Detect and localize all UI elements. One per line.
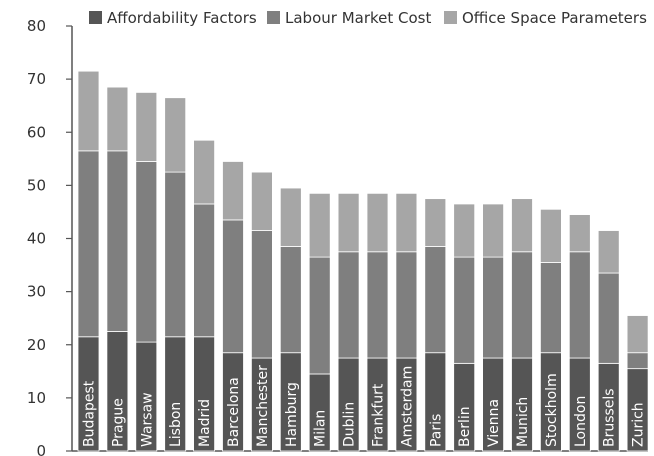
bar-segment-office-space-parameters-prague [106,86,129,152]
bar-segment-office-space-parameters-berlin [453,203,476,258]
bar-segment-office-space-parameters-milan [308,192,331,258]
category-label-dublin: Dublin [342,402,358,447]
bar-segment-office-space-parameters-lisbon [164,97,187,173]
category-label-zurich: Zurich [631,402,647,447]
category-label-paris: Paris [428,414,444,447]
category-label-brussels: Brussels [602,388,618,447]
y-tick-label: 70 [27,70,46,88]
bar-segment-office-space-parameters-budapest [77,70,100,152]
legend-label-1: Affordability Factors [107,9,257,27]
bar-segment-labour-market-cost-paris [424,246,447,354]
category-label-barcelona: Barcelona [226,377,242,447]
y-axis: 0 10 20 30 40 50 60 70 80 [27,17,648,456]
bar-segment-labour-market-cost-hamburg [279,246,302,354]
bar-segment-labour-market-cost-stockholm [540,262,562,354]
category-labels: Budapest Prague Warsaw Lisbon Madrid Barcelon… [82,365,647,447]
category-label-madrid: Madrid [197,399,213,447]
category-label-lisbon: Lisbon [168,402,184,447]
bar-segment-labour-market-cost-dublin [337,251,360,359]
y-tick-label: 30 [27,283,46,301]
bar-segment-labour-market-cost-budapest [77,150,100,338]
bar-segment-office-space-parameters-vienna [482,203,505,258]
bar-segment-office-space-parameters-stockholm [540,208,562,263]
bar-segment-labour-market-cost-vienna [482,256,505,359]
category-label-frankfurt: Frankfurt [371,383,387,447]
bar-segment-labour-market-cost-amsterdam [395,251,418,359]
bar-segment-office-space-parameters-amsterdam [395,192,418,253]
bar-segment-labour-market-cost-prague [106,150,129,332]
bar-segment-labour-market-cost-barcelona [222,219,244,354]
bar-segment-office-space-parameters-london [568,214,591,253]
bars [77,70,649,452]
y-tick-label: 60 [27,123,46,141]
bar-segment-office-space-parameters-paris [424,198,447,247]
bar-segment-office-space-parameters-munich [511,198,533,253]
y-tick-label: 40 [27,230,46,248]
bar-segment-office-space-parameters-brussels [597,230,620,274]
bar-segment-labour-market-cost-munich [511,251,533,359]
category-label-london: London [573,396,589,447]
category-label-prague: Prague [110,398,126,447]
bar-segment-labour-market-cost-london [568,251,591,359]
category-label-berlin: Berlin [457,406,473,447]
bar-segment-labour-market-cost-madrid [193,203,216,338]
bar-segment-labour-market-cost-frankfurt [366,251,389,359]
bar-segment-labour-market-cost-brussels [597,272,620,364]
y-tick-label: 80 [27,17,46,35]
bar-segment-office-space-parameters-zurich [626,315,649,354]
bar-segment-office-space-parameters-warsaw [135,92,158,162]
bar-segment-office-space-parameters-dublin [337,192,360,253]
bar-segment-labour-market-cost-zurich [626,352,649,370]
category-label-vienna: Vienna [486,399,502,447]
legend: Affordability Factors Labour Market Cost O… [89,9,647,27]
legend-swatch-2 [267,11,280,24]
category-label-budapest: Budapest [82,380,98,447]
legend-swatch-1 [89,11,102,24]
bar-segment-office-space-parameters-manchester [250,171,273,231]
legend-label-2: Labour Market Cost [285,9,431,27]
y-tick-label: 10 [27,389,46,407]
category-label-manchester: Manchester [255,365,271,447]
y-tick-label: 50 [27,176,46,194]
bar-segment-office-space-parameters-hamburg [279,187,302,247]
category-label-warsaw: Warsaw [139,392,155,447]
bar-segment-labour-market-cost-lisbon [164,171,187,338]
bar-segment-office-space-parameters-frankfurt [366,192,389,253]
category-label-amsterdam: Amsterdam [399,366,415,447]
bar-segment-labour-market-cost-berlin [453,256,476,364]
bar-segment-labour-market-cost-milan [308,256,331,375]
bar-segment-labour-market-cost-warsaw [135,161,158,343]
category-label-stockholm: Stockholm [544,373,560,447]
category-label-munich: Munich [515,397,531,447]
bar-segment-office-space-parameters-madrid [193,139,216,205]
legend-label-3: Office Space Parameters [462,9,647,27]
y-tick-label: 0 [36,442,46,456]
legend-swatch-3 [444,11,457,24]
category-label-milan: Milan [313,410,329,447]
category-label-hamburg: Hamburg [284,382,300,447]
bar-segment-labour-market-cost-manchester [250,230,273,359]
y-tick-label: 20 [27,336,46,354]
bar-segment-office-space-parameters-barcelona [222,161,244,221]
